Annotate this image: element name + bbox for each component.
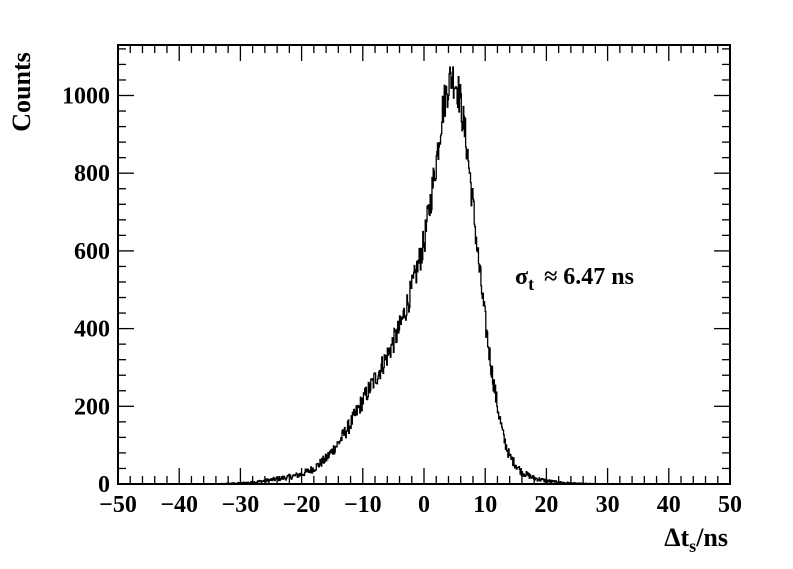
x-tick-label: 10 — [473, 492, 497, 518]
x-tick-label: 50 — [718, 492, 742, 518]
histogram-series-line — [118, 66, 730, 485]
y-tick-label: 0 — [98, 472, 110, 498]
x-tick-label: −10 — [344, 492, 382, 518]
x-axis-title-suffix: /ns — [695, 523, 728, 552]
sigma-sub: t — [528, 274, 534, 294]
x-axis-title: Δts/ns — [664, 523, 728, 556]
plot-frame — [117, 44, 731, 485]
sigma-value: ≈ 6.47 ns — [544, 264, 634, 290]
y-axis-title: Counts — [7, 52, 36, 131]
y-tick-label: 200 — [74, 394, 110, 420]
x-axis-title-prefix: Δt — [664, 523, 689, 552]
tick-marks — [117, 45, 731, 485]
y-tick-label: 400 — [74, 317, 110, 343]
sigma-annotation: σt ≈ 6.47 ns — [515, 264, 634, 294]
x-tick-label: −40 — [160, 492, 198, 518]
x-tick-label: −30 — [222, 492, 260, 518]
y-tick-label: 1000 — [62, 84, 110, 110]
x-tick-label: −20 — [283, 492, 321, 518]
y-tick-labels: 0 200 400 600 800 1000 — [62, 84, 110, 498]
x-tick-label: 20 — [534, 492, 558, 518]
x-axis-title-sub: s — [689, 536, 696, 556]
x-tick-label: 40 — [657, 492, 681, 518]
x-tick-labels: −50 −40 −30 −20 −10 0 10 20 30 40 50 — [99, 492, 742, 518]
x-tick-label: −50 — [99, 492, 137, 518]
sigma-symbol: σ — [515, 264, 528, 290]
y-tick-label: 800 — [74, 161, 110, 187]
y-tick-label: 600 — [74, 239, 110, 265]
x-tick-label: 30 — [596, 492, 620, 518]
x-tick-label: 0 — [418, 492, 430, 518]
